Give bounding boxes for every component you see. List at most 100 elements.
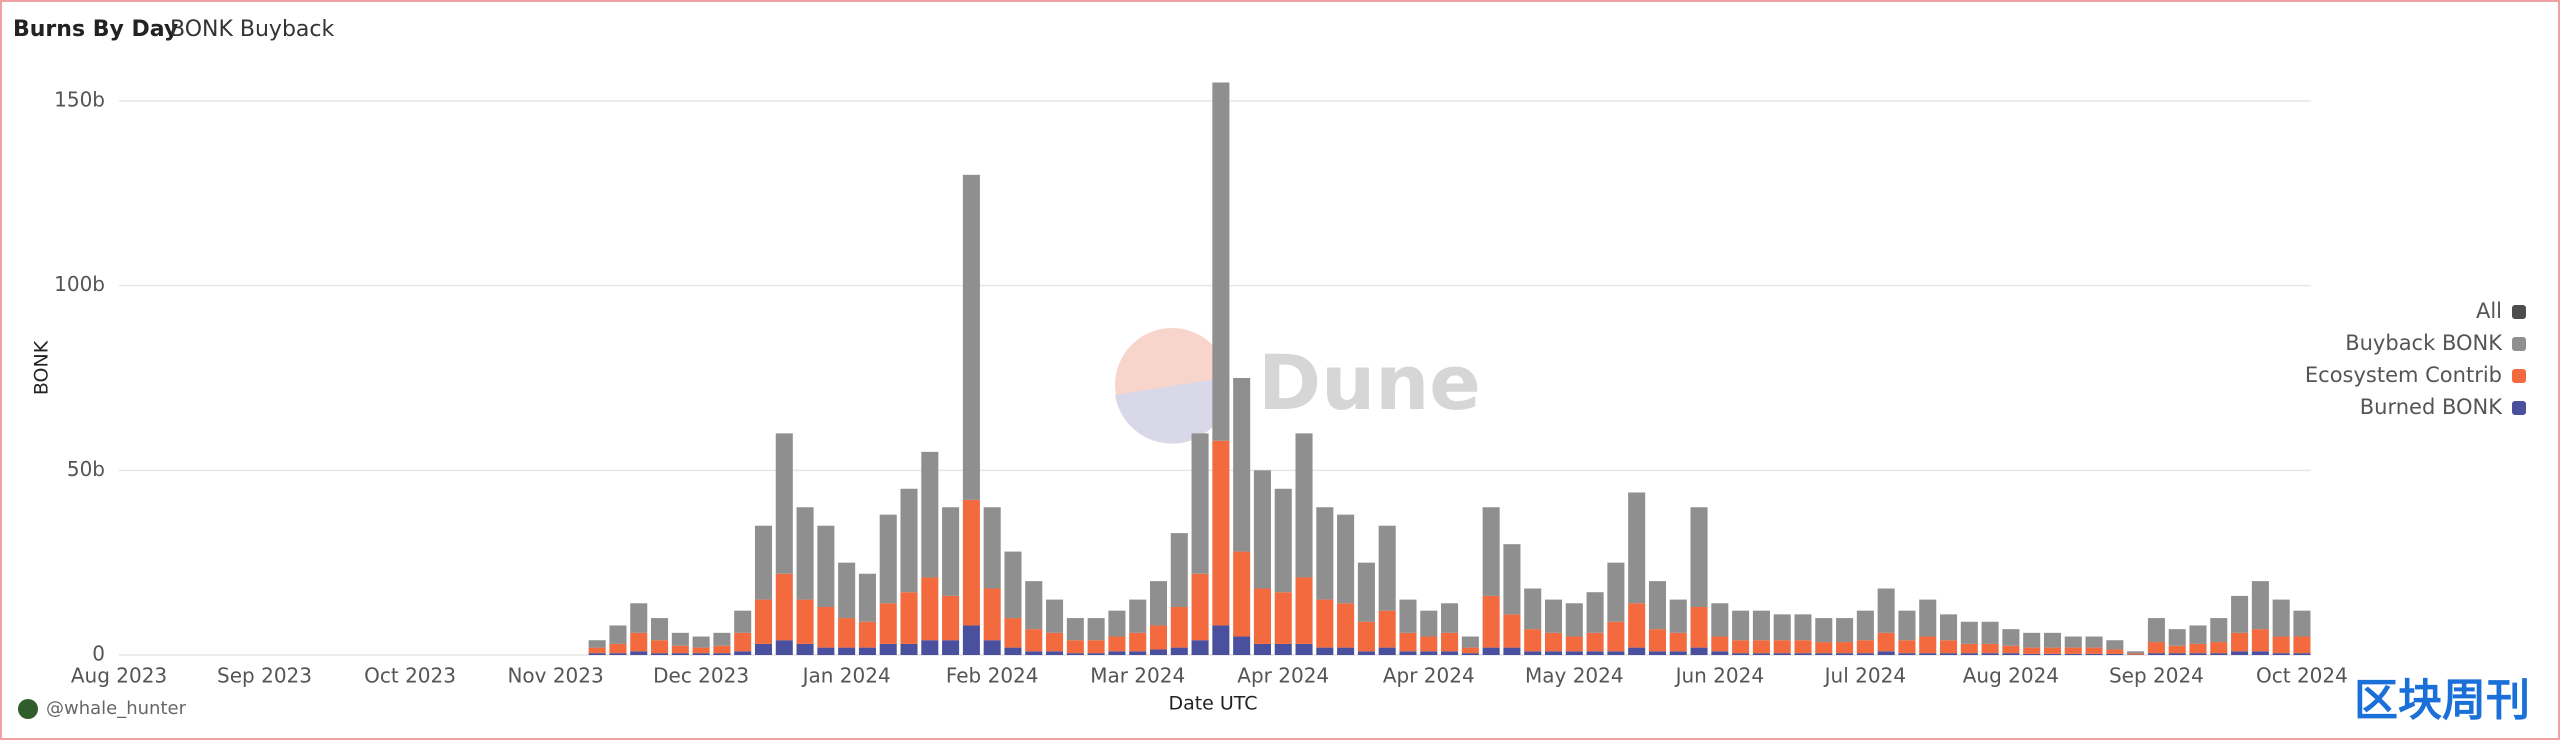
bar-segment (2064, 653, 2082, 655)
bar-segment (1960, 621, 1978, 644)
bar-segment (2064, 636, 2082, 648)
bar-segment (879, 514, 897, 604)
bar-segment (1773, 640, 1791, 654)
bar-segment (1066, 640, 1084, 654)
bar-segment (2106, 649, 2124, 654)
bar-segment (858, 573, 876, 622)
bar-segment (1752, 640, 1770, 654)
bar-segment (796, 507, 814, 600)
bar-segment (2210, 618, 2228, 643)
bar-segment (1357, 651, 1375, 655)
bar-segment (2023, 653, 2041, 655)
bar-segment (2043, 653, 2061, 655)
bar-segment (1357, 562, 1375, 622)
bar-segment (1815, 653, 1833, 655)
bar-segment (2002, 645, 2020, 654)
x-tick-label: Apr 2024 (1383, 664, 1475, 688)
bar-segment (2002, 629, 2020, 646)
bar-segment (2043, 632, 2061, 648)
bar-segment (1191, 640, 1209, 655)
bar-segment (1939, 653, 1958, 655)
bar-segment (2189, 643, 2207, 654)
bar-segment (1856, 610, 1874, 641)
bar-segment (2272, 599, 2290, 637)
x-axis-title: Date UTC (1168, 693, 1257, 715)
bar-segment (1711, 651, 1729, 655)
bar-segment (1420, 610, 1438, 637)
bar-segment (2043, 647, 2061, 654)
bar-segment (2231, 595, 2249, 633)
bar-segment (2293, 610, 2311, 637)
avatar (18, 699, 38, 719)
bar-segment (1337, 514, 1355, 604)
bar-segment (1316, 647, 1334, 655)
bar-segment (1794, 640, 1812, 654)
bar-segment (1794, 614, 1812, 641)
bar-segment (2210, 653, 2228, 655)
bar-segment (2251, 651, 2269, 655)
bar-segment (1149, 581, 1168, 626)
bar-segment (1399, 632, 1417, 652)
bar-segment (630, 603, 648, 633)
bar-segment (2147, 642, 2165, 654)
bar-segment (1565, 603, 1583, 637)
bar-segment (1586, 651, 1604, 655)
bar-segment (609, 643, 627, 654)
bar-segment (734, 632, 752, 652)
bar-segment (1669, 599, 1687, 633)
watermark-logo-part (1115, 377, 1230, 444)
bar-segment (858, 647, 876, 655)
bar-segment (713, 632, 731, 646)
bar-segment (1503, 544, 1521, 615)
bar-segment (2085, 636, 2103, 648)
bar-segment (2231, 651, 2249, 655)
bar-segment (1191, 573, 1209, 641)
bar-segment (1253, 470, 1271, 589)
bar-segment (2210, 642, 2228, 654)
bar-segment (588, 640, 606, 648)
bar-segment (692, 636, 710, 648)
bar-segment (1108, 610, 1126, 637)
bar-segment (817, 525, 835, 607)
bar-segment (1877, 588, 1895, 633)
bar-segment (1960, 643, 1978, 654)
legend-swatch (2512, 401, 2526, 415)
x-tick-label: Mar 2024 (1090, 664, 1185, 688)
bar-segment (1274, 488, 1292, 593)
bar-segment (1856, 653, 1874, 655)
bar-segment (671, 645, 689, 654)
x-tick-label: Feb 2024 (946, 664, 1039, 688)
bar-segment (2064, 647, 2082, 654)
bar-segment (1752, 653, 1770, 655)
x-tick-label: Aug 2024 (1963, 664, 2059, 688)
bar-segment (1898, 610, 1916, 641)
bar-segment (879, 643, 897, 655)
legend-label: Ecosystem Contrib (2305, 363, 2502, 387)
bar-segment (1441, 603, 1459, 633)
bar-segment (1711, 636, 1729, 652)
y-axis-title: BONK (31, 340, 53, 395)
bar-segment (2168, 629, 2186, 646)
bar-segment (630, 651, 648, 655)
bar-segment (1087, 618, 1105, 641)
bar-segment (734, 610, 752, 633)
bar-segment (1108, 636, 1126, 652)
bar-segment (1441, 632, 1459, 652)
bar-segment (2023, 632, 2041, 648)
bar-segment (1815, 618, 1833, 643)
subtitle: BONK Buyback (170, 17, 334, 42)
bar-segment (2127, 653, 2145, 655)
bar-segment (2127, 651, 2145, 654)
bar-segment (1524, 629, 1542, 652)
bar-segment (879, 603, 897, 644)
x-tick-label: Sep 2023 (217, 664, 312, 688)
bar-segment (921, 640, 939, 655)
bar-segment (651, 618, 669, 641)
bar-segment (1108, 651, 1126, 655)
bar-segment (1233, 551, 1251, 637)
bar-segment (775, 433, 793, 574)
bar-segment (1129, 599, 1147, 633)
bar-segment (1503, 647, 1521, 655)
